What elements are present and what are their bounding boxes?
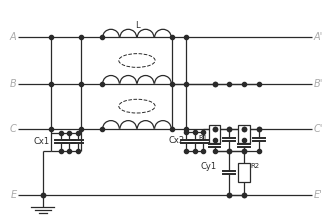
Bar xyxy=(238,163,250,182)
Text: Cx1: Cx1 xyxy=(33,138,50,146)
Bar xyxy=(238,125,250,143)
Bar xyxy=(209,125,220,143)
Text: L: L xyxy=(135,21,139,30)
Text: C': C' xyxy=(314,124,323,134)
Text: R1: R1 xyxy=(199,134,208,141)
Text: A: A xyxy=(10,32,16,42)
Text: R2: R2 xyxy=(250,163,259,169)
Text: C: C xyxy=(10,124,16,134)
Text: Cx2: Cx2 xyxy=(169,136,185,145)
Text: B: B xyxy=(10,79,16,89)
Text: E: E xyxy=(10,190,16,200)
Text: E': E' xyxy=(314,190,322,200)
Text: B': B' xyxy=(314,79,323,89)
Text: Cy1: Cy1 xyxy=(200,162,216,170)
Text: A': A' xyxy=(314,32,323,42)
